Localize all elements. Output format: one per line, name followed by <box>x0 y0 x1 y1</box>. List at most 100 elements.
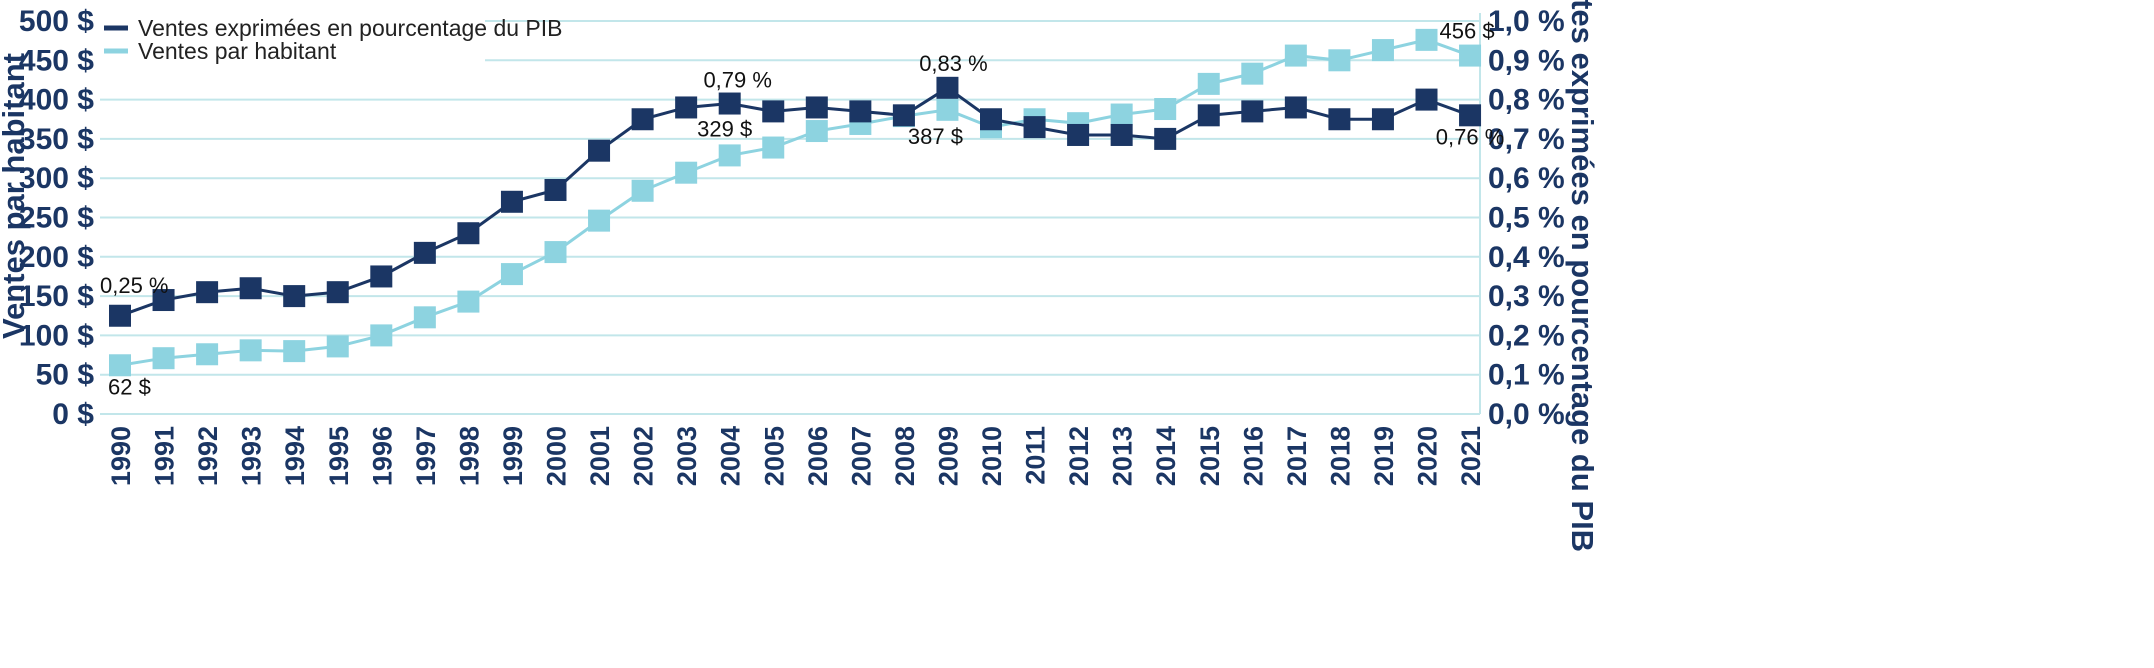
legend: Ventes exprimées en pourcentage du PIB V… <box>100 10 563 72</box>
x-tick-label: 2014 <box>1151 426 1181 486</box>
data-label: 0,76 % <box>1436 124 1505 149</box>
x-tick-label: 2019 <box>1369 426 1399 486</box>
data-point <box>500 263 523 286</box>
data-point <box>762 136 785 159</box>
data-point <box>1241 100 1264 123</box>
data-point <box>1284 96 1307 119</box>
x-tick-label: 2013 <box>1108 426 1138 486</box>
right-tick-label: 0,9 % <box>1488 44 1565 77</box>
right-tick-label: 0,0 % <box>1488 398 1565 431</box>
data-annotations: 0,25 % 0,79 % 0,83 % 0,76 % 62 $ 329 $ 387 $ 45… <box>100 19 1504 400</box>
data-point <box>1459 44 1482 67</box>
data-label: 387 $ <box>908 124 963 149</box>
data-point <box>1154 98 1177 121</box>
left-tick-label: 50 $ <box>36 359 95 392</box>
data-point <box>544 241 567 264</box>
x-tick-label: 2016 <box>1238 426 1268 486</box>
series-line <box>119 38 1471 367</box>
data-point <box>1197 72 1220 95</box>
x-tick-label: 2017 <box>1282 426 1312 486</box>
x-tick-label: 1998 <box>454 426 484 486</box>
data-point <box>457 290 480 313</box>
x-tick-label: 1999 <box>498 426 528 486</box>
x-tick-label: 2012 <box>1064 426 1094 486</box>
data-point <box>1371 39 1394 62</box>
data-label: 0,25 % <box>100 273 169 298</box>
x-tick-label: 1993 <box>237 426 267 486</box>
data-point <box>805 120 828 143</box>
data-label: 456 $ <box>1440 19 1495 44</box>
data-point <box>1110 103 1133 126</box>
right-tick-label: 0,3 % <box>1488 280 1565 313</box>
data-point <box>1415 28 1438 51</box>
right-axis-ticks: 0,0 % 0,1 % 0,2 % 0,3 % 0,4 % 0,5 % 0,6 % 0,7 %… <box>1488 5 1565 431</box>
data-point <box>239 339 262 362</box>
left-tick-label: 250 $ <box>19 202 94 235</box>
data-point <box>1023 116 1046 139</box>
x-tick-label: 2007 <box>846 426 876 486</box>
data-point <box>1110 123 1133 146</box>
data-point <box>1371 108 1394 131</box>
data-point <box>1241 62 1264 85</box>
data-point <box>152 289 175 312</box>
data-point <box>892 104 915 127</box>
left-tick-label: 450 $ <box>19 44 94 77</box>
x-tick-label: 1996 <box>367 426 397 486</box>
data-point <box>631 108 654 131</box>
x-tick-label: 2008 <box>890 426 920 486</box>
x-tick-label: 2018 <box>1325 426 1355 486</box>
data-point <box>1197 104 1220 127</box>
series-1 <box>109 28 1482 377</box>
right-tick-label: 1,0 % <box>1488 5 1565 38</box>
data-point <box>326 335 349 358</box>
x-tick-label: 2000 <box>542 426 572 486</box>
left-axis-ticks: 0 $ 50 $ 100 $ 150 $ 200 $ 250 $ 300 $ 350 $ 400… <box>19 5 94 431</box>
data-point <box>152 347 175 370</box>
x-tick-label: 2021 <box>1456 426 1486 486</box>
series-line <box>119 86 1471 318</box>
x-tick-label: 2003 <box>672 426 702 486</box>
data-point <box>326 281 349 304</box>
right-tick-label: 0,6 % <box>1488 162 1565 195</box>
left-tick-label: 150 $ <box>19 280 94 313</box>
right-tick-label: 0,1 % <box>1488 359 1565 392</box>
data-point <box>980 108 1002 131</box>
data-label: 0,83 % <box>919 51 988 76</box>
data-point <box>283 340 306 363</box>
data-point <box>196 343 219 366</box>
legend-background <box>100 10 485 72</box>
x-tick-label: 2001 <box>585 426 615 486</box>
x-tick-label: 2020 <box>1413 426 1443 486</box>
x-axis-ticks: 1990 1991 1992 1993 1994 1995 1996 1997 1998 1999… <box>106 426 1486 486</box>
x-tick-label: 1995 <box>324 426 354 486</box>
data-point <box>718 144 741 167</box>
right-tick-label: 0,8 % <box>1488 84 1565 117</box>
data-point <box>718 92 741 115</box>
series-layer <box>109 28 1482 377</box>
x-tick-label: 2006 <box>803 426 833 486</box>
data-point <box>500 190 523 213</box>
right-axis-title: Ventes exprimées en pourcentage du PIB <box>1565 0 1600 552</box>
left-tick-label: 350 $ <box>19 123 94 156</box>
right-tick-label: 0,5 % <box>1488 202 1565 235</box>
data-point <box>1284 44 1307 67</box>
data-point <box>1067 123 1090 146</box>
right-tick-label: 0,7 % <box>1488 123 1565 156</box>
legend-label-pib: Ventes exprimées en pourcentage du PIB <box>138 15 563 41</box>
right-tick-label: 0,4 % <box>1488 241 1565 274</box>
data-point <box>109 354 131 377</box>
data-point <box>544 178 567 201</box>
left-tick-label: 300 $ <box>19 162 94 195</box>
x-tick-label: 1994 <box>280 426 310 486</box>
x-tick-label: 1997 <box>411 426 441 486</box>
data-point <box>762 100 785 123</box>
x-tick-label: 2011 <box>1021 426 1051 485</box>
data-point <box>631 179 654 202</box>
left-tick-label: 400 $ <box>19 84 94 117</box>
data-point <box>457 222 480 245</box>
data-point <box>675 161 698 184</box>
data-point <box>936 76 959 99</box>
x-tick-label: 2009 <box>933 426 963 486</box>
data-point <box>413 241 436 264</box>
x-tick-label: 2015 <box>1195 426 1225 486</box>
